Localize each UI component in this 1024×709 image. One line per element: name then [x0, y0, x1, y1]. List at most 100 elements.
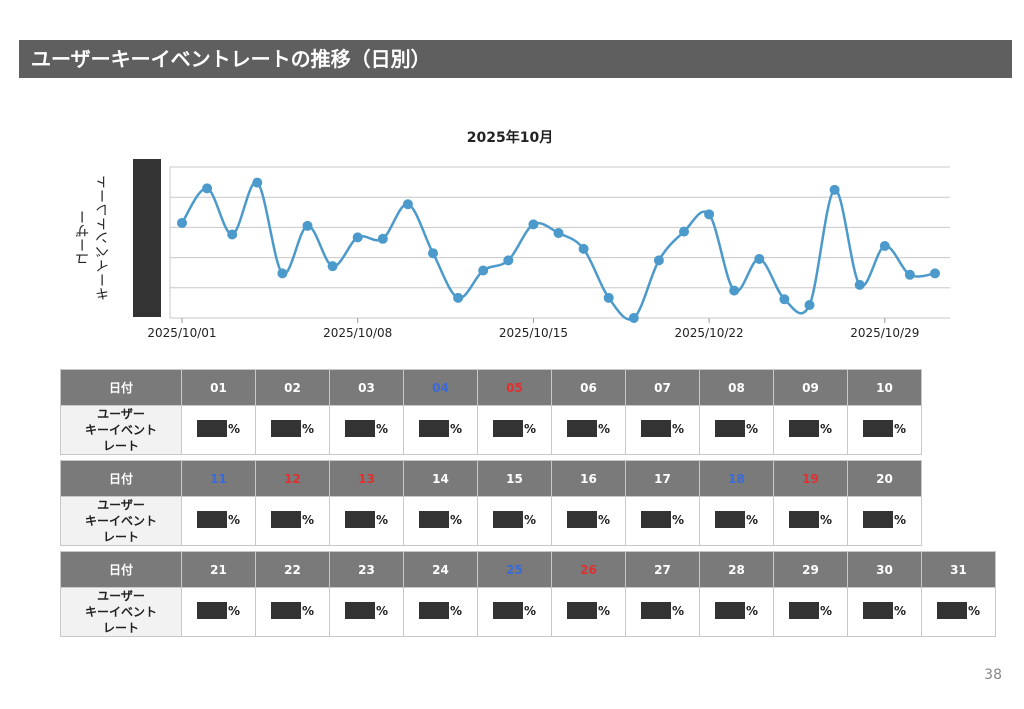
redacted-value: [640, 602, 671, 619]
percent-sign: %: [597, 512, 611, 527]
redacted-value: [788, 511, 819, 528]
redacted-value: [640, 420, 671, 437]
percent-sign: %: [375, 512, 389, 527]
percent-sign: %: [301, 421, 315, 436]
page-number: 38: [984, 667, 1002, 683]
redacted-value: [566, 602, 597, 619]
data-point: [352, 232, 363, 243]
value-cell: %: [847, 587, 922, 637]
data-point: [779, 294, 790, 305]
date-cell: 15: [477, 460, 552, 497]
redacted-value: [788, 602, 819, 619]
date-cell: 04: [403, 369, 478, 406]
percent-sign: %: [523, 512, 537, 527]
redacted-value: [492, 511, 523, 528]
data-point: [252, 177, 263, 188]
title-bar: ユーザーキーイベントレートの推移（日別）: [19, 40, 1012, 78]
data-point: [528, 219, 539, 230]
redacted-value: [936, 602, 967, 619]
value-cell: %: [773, 405, 848, 455]
value-cell: %: [255, 587, 330, 637]
percent-sign: %: [745, 603, 759, 618]
data-point: [653, 255, 664, 266]
redacted-value: [270, 420, 301, 437]
value-cell: %: [847, 496, 922, 546]
redacted-value: [196, 511, 227, 528]
x-tick-label: 2025/10/08: [323, 326, 392, 340]
redacted-value: [714, 420, 745, 437]
value-cell: %: [625, 405, 700, 455]
redacted-value: [862, 511, 893, 528]
percent-sign: %: [449, 512, 463, 527]
y-axis-ticks-redacted: [133, 159, 161, 317]
date-cell: 02: [255, 369, 330, 406]
data-point: [377, 233, 388, 244]
data-point: [202, 183, 213, 194]
data-point: [628, 313, 639, 323]
date-cell: 01: [181, 369, 256, 406]
value-cell: %: [773, 496, 848, 546]
value-cell: %: [551, 405, 626, 455]
data-point: [402, 199, 413, 210]
data-point: [879, 241, 890, 251]
data-table-2: 日付 11 12 13 14 15 16 17 18 19 20 ユーザー キーイベント レート%%%…: [60, 460, 922, 546]
data-point: [904, 269, 915, 280]
date-cell: 27: [625, 551, 700, 588]
data-point: [603, 292, 614, 303]
redacted-value: [196, 602, 227, 619]
data-point: [478, 265, 489, 276]
date-cell: 12: [255, 460, 330, 497]
data-point: [428, 248, 438, 259]
value-cell: %: [773, 587, 848, 637]
percent-sign: %: [375, 603, 389, 618]
date-cell: 22: [255, 551, 330, 588]
value-cell: %: [477, 496, 552, 546]
percent-sign: %: [819, 512, 833, 527]
value-row-label: ユーザー キーイベント レート: [60, 587, 182, 637]
value-cell: %: [403, 496, 478, 546]
percent-sign: %: [893, 603, 907, 618]
date-cell: 05: [477, 369, 552, 406]
value-cell: %: [699, 587, 774, 637]
date-cell: 16: [551, 460, 626, 497]
page-title: ユーザーキーイベントレートの推移（日別）: [31, 47, 431, 71]
data-point: [553, 228, 564, 239]
value-cell: %: [847, 405, 922, 455]
value-cell: %: [403, 405, 478, 455]
percent-sign: %: [227, 603, 241, 618]
x-tick-label: 2025/10/29: [850, 326, 919, 340]
data-point: [227, 229, 238, 240]
date-cell: 11: [181, 460, 256, 497]
data-table-3: 日付 21 22 23 24 25 26 27 28 29 30 31 ユーザー キーイベント レート%…: [60, 551, 996, 637]
value-cell: %: [181, 587, 256, 637]
value-cell: %: [551, 587, 626, 637]
value-row-label: ユーザー キーイベント レート: [60, 405, 182, 455]
percent-sign: %: [745, 421, 759, 436]
series-line: [180, 181, 936, 321]
value-cell: %: [699, 405, 774, 455]
percent-sign: %: [301, 603, 315, 618]
redacted-value: [566, 420, 597, 437]
data-point: [327, 261, 338, 272]
redacted-value: [566, 511, 597, 528]
data-table-1: 日付 01 02 03 04 05 06 07 08 09 10 ユーザー キーイベント レート%%%…: [60, 369, 922, 455]
percent-sign: %: [745, 512, 759, 527]
percent-sign: %: [967, 603, 981, 618]
date-cell: 23: [329, 551, 404, 588]
date-cell: 07: [625, 369, 700, 406]
redacted-value: [344, 511, 375, 528]
redacted-value: [270, 511, 301, 528]
percent-sign: %: [671, 421, 685, 436]
value-row-label: ユーザー キーイベント レート: [60, 496, 182, 546]
percent-sign: %: [597, 603, 611, 618]
table-header-row: 日付 01 02 03 04 05 06 07 08 09 10: [60, 369, 922, 406]
date-cell: 26: [551, 551, 626, 588]
redacted-value: [418, 602, 449, 619]
value-cell: %: [477, 405, 552, 455]
redacted-value: [418, 511, 449, 528]
value-cell: %: [403, 587, 478, 637]
date-row-label: 日付: [60, 369, 182, 406]
data-point: [177, 217, 187, 228]
value-cell: %: [255, 496, 330, 546]
chart-svg: 2025年10月 2025/10/01 2025/10/08 2025/10/15 20…: [147, 129, 950, 340]
